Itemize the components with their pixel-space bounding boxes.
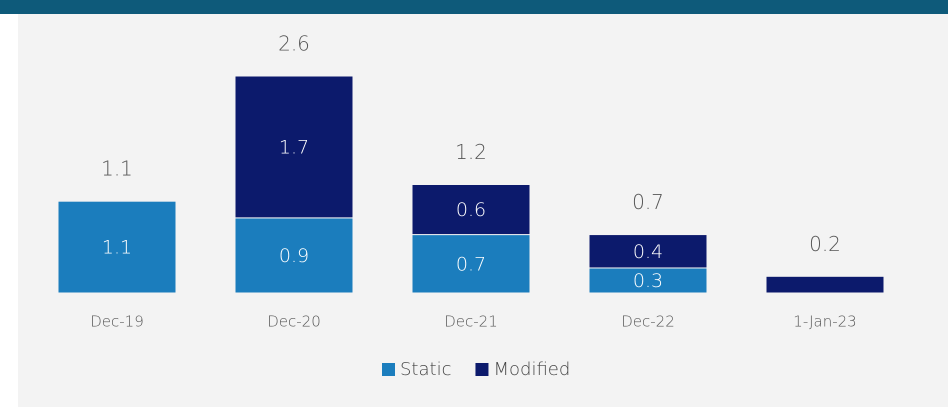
legend-swatch (382, 363, 395, 376)
bar-segment (411, 184, 531, 236)
bar-segment (57, 200, 177, 294)
x-tick-label: 1-Jan-23 (793, 313, 856, 331)
x-tick-label: Dec-19 (90, 313, 144, 331)
data-label: 0.4 (633, 241, 663, 263)
data-label: 0.7 (456, 253, 486, 275)
bar-segment (411, 234, 531, 294)
legend-label: Modified (493, 359, 570, 380)
x-tick-label: Dec-21 (444, 313, 498, 331)
legend-swatch (475, 363, 489, 376)
bar-segment (234, 75, 354, 219)
total-label: 1.1 (101, 157, 133, 181)
total-label: 1.2 (455, 140, 487, 164)
data-label: 0.3 (633, 270, 663, 292)
legend-label: Static (400, 359, 451, 380)
data-label: 1.1 (102, 237, 132, 259)
data-label: 1.7 (279, 136, 309, 158)
bar-segment (588, 234, 708, 269)
data-label: 0.6 (456, 199, 486, 221)
header-band (0, 0, 948, 14)
x-tick-label: Dec-22 (621, 313, 675, 331)
total-label: 0.2 (809, 232, 841, 256)
bar-segment (588, 267, 708, 294)
data-label: 0.9 (279, 245, 309, 267)
bar-segment (765, 275, 885, 294)
x-tick-label: Dec-20 (267, 313, 321, 331)
total-label: 2.6 (278, 32, 310, 56)
total-label: 0.7 (632, 190, 664, 214)
